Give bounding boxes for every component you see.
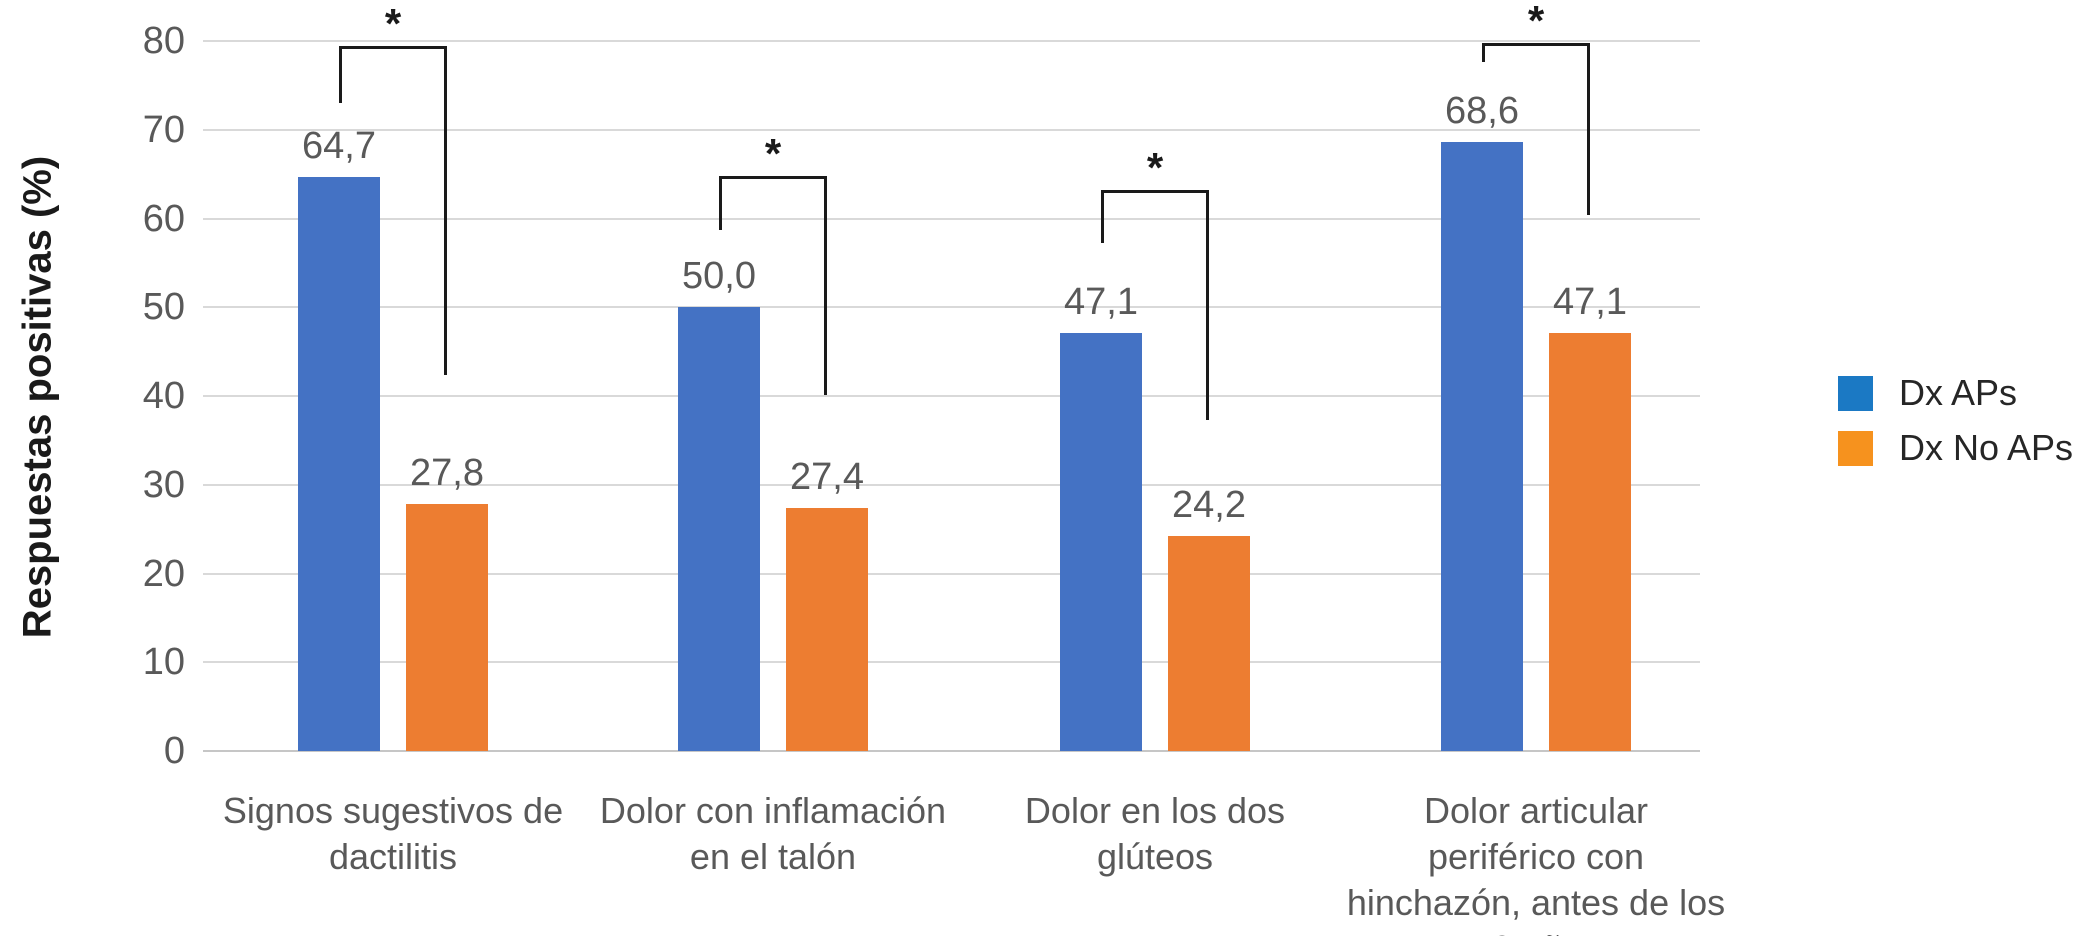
bar-dx-aps-group-2 [1060,332,1142,751]
gridline [203,750,1700,752]
legend: Dx APs Dx No APs [1838,372,2074,484]
y-tick-label: 30 [142,463,185,506]
bar-value-label: 50,0 [682,255,756,298]
significance-bracket-left-arm [1482,42,1485,63]
legend-label: Dx No APs [1899,427,2074,468]
bar-dx-no-aps-group-0 [406,504,488,751]
significance-bracket-top [1482,42,1590,46]
bar-dx-no-aps-group-1 [786,507,868,751]
category-label: Dolor con inflamación en el talón [538,788,1008,880]
significance-asterisk: * [1527,0,1545,44]
significance-asterisk: * [1146,144,1164,192]
bar-value-label: 27,8 [410,452,484,495]
bar-value-label: 27,4 [790,455,864,498]
legend-swatch-icon [1838,375,1873,411]
category-label: Dolor articular periférico con hinchazón, … [1301,788,1771,936]
significance-bracket-top [1101,190,1209,194]
category-label-line: Dolor articular [1423,790,1649,831]
category-label-line: dactilitis [328,836,458,877]
y-tick-label: 40 [142,375,185,417]
bar-dx-aps-group-3 [1441,142,1523,751]
bar-dx-no-aps-group-2 [1168,536,1250,751]
category-label-line: periférico con [1427,836,1645,877]
category-label-line: Dolor en los dos [1024,790,1286,831]
y-tick-label: 60 [142,197,185,240]
y-tick-label: 10 [142,641,185,684]
significance-bracket-left-arm [719,175,722,231]
significance-asterisk: * [384,0,402,48]
bar-dx-no-aps-group-3 [1549,332,1631,751]
significance-bracket-top [339,46,447,50]
y-tick-label: 80 [142,20,185,62]
gridline [203,661,1700,664]
significance-asterisk: * [764,129,782,177]
significance-bracket-right-arm [1587,42,1590,215]
y-tick-label: 50 [142,286,185,329]
category-label-line: 50 años [1301,926,1771,936]
gridline [203,40,1700,42]
category-label: Dolor en los dos glúteos [920,788,1390,880]
bar-value-label: 47,1 [1064,280,1138,323]
significance-bracket-right-arm [824,175,827,396]
legend-item: Dx APs [1838,372,2073,413]
bar-value-label: 24,2 [1172,484,1246,527]
category-label-line: hinchazón, antes de los [1346,882,1726,923]
bar-value-label: 68,6 [1445,90,1519,133]
gridline [203,483,1700,486]
category-label: Signos sugestivos de dactilitis [158,788,628,880]
category-label-line: Signos sugestivos de [222,790,564,831]
legend-swatch-icon [1838,430,1873,466]
legend-label: Dx APs [1899,372,2018,413]
y-tick-label: 70 [142,108,185,151]
category-label-line: en el talón [689,836,857,877]
bar-value-label: 64,7 [302,124,376,167]
category-label-line: glúteos [1096,836,1214,877]
gridline [203,306,1700,309]
gridline [203,395,1700,397]
significance-bracket-left-arm [339,46,342,104]
significance-bracket-top [719,175,827,179]
gridline [203,128,1700,131]
category-label-line: Dolor con inflamación [599,790,947,831]
legend-item: Dx No APs [1838,427,2074,468]
gridline [203,572,1700,575]
y-tick-label: 20 [142,552,185,595]
y-tick-label: 0 [163,730,185,772]
bar-dx-aps-group-1 [678,307,760,751]
bar-value-label: 47,1 [1553,280,1627,323]
bar-dx-aps-group-0 [298,176,380,751]
significance-bracket-left-arm [1101,190,1104,244]
significance-bracket-right-arm [444,46,447,375]
gridline [203,217,1700,220]
significance-bracket-right-arm [1206,190,1209,420]
